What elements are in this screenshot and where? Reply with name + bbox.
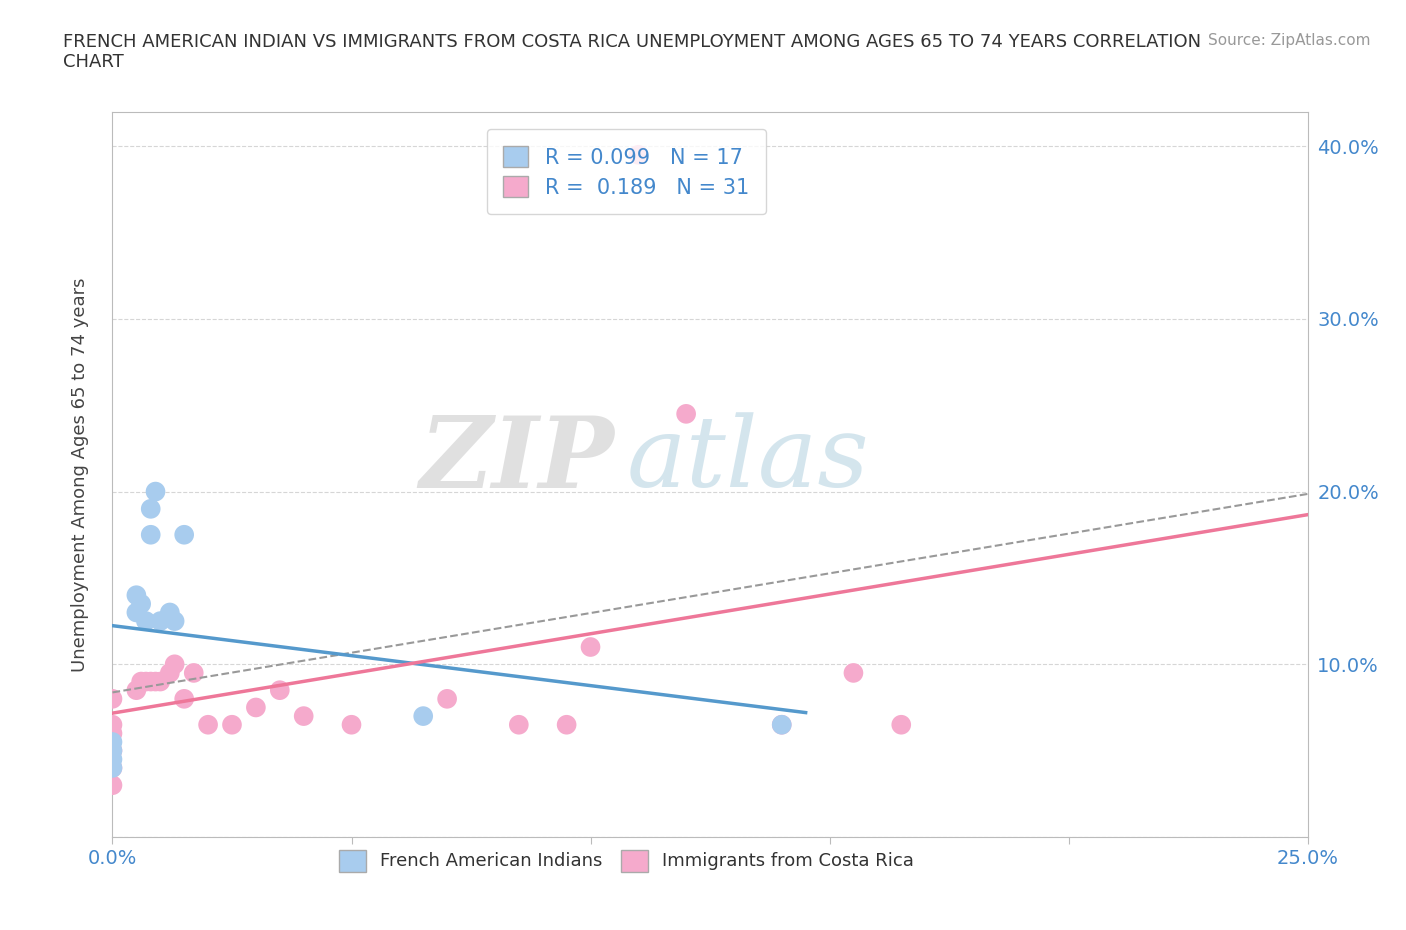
Point <box>555 717 578 732</box>
Point <box>101 751 124 766</box>
Point <box>579 640 602 655</box>
Point <box>145 485 167 499</box>
Point <box>125 605 148 620</box>
Text: atlas: atlas <box>627 412 869 508</box>
Point <box>101 761 124 776</box>
Point <box>221 717 243 732</box>
Text: FRENCH AMERICAN INDIAN VS IMMIGRANTS FROM COSTA RICA UNEMPLOYMENT AMONG AGES 65 : FRENCH AMERICAN INDIAN VS IMMIGRANTS FRO… <box>63 33 1201 72</box>
Point <box>125 588 148 603</box>
Point <box>125 683 148 698</box>
Point <box>436 691 458 706</box>
Point <box>675 406 697 421</box>
Point <box>159 605 181 620</box>
Y-axis label: Unemployment Among Ages 65 to 74 years: Unemployment Among Ages 65 to 74 years <box>70 277 89 671</box>
Point <box>139 674 162 689</box>
Point <box>508 717 530 732</box>
Point <box>770 717 793 732</box>
Point <box>101 726 124 741</box>
Point <box>269 683 291 698</box>
Point <box>770 717 793 732</box>
Point <box>197 717 219 732</box>
Text: ZIP: ZIP <box>419 412 614 508</box>
Text: Source: ZipAtlas.com: Source: ZipAtlas.com <box>1208 33 1371 47</box>
Point <box>245 700 267 715</box>
Point <box>149 614 172 629</box>
Legend: French American Indians, Immigrants from Costa Rica: French American Indians, Immigrants from… <box>332 843 921 879</box>
Point <box>101 717 124 732</box>
Point <box>149 674 172 689</box>
Point <box>163 657 186 671</box>
Point <box>101 735 124 750</box>
Point <box>101 761 124 776</box>
Point <box>101 743 124 758</box>
Point <box>145 674 167 689</box>
Point <box>101 777 124 792</box>
Point <box>135 674 157 689</box>
Point <box>340 717 363 732</box>
Point <box>292 709 315 724</box>
Point <box>890 717 912 732</box>
Point <box>159 666 181 681</box>
Point <box>627 147 650 162</box>
Point <box>163 614 186 629</box>
Point <box>129 596 152 611</box>
Point <box>139 527 162 542</box>
Point <box>173 691 195 706</box>
Point <box>129 674 152 689</box>
Point <box>412 709 434 724</box>
Point <box>173 527 195 542</box>
Point <box>101 743 124 758</box>
Point <box>101 691 124 706</box>
Point <box>139 501 162 516</box>
Point <box>183 666 205 681</box>
Point <box>135 614 157 629</box>
Point <box>842 666 865 681</box>
